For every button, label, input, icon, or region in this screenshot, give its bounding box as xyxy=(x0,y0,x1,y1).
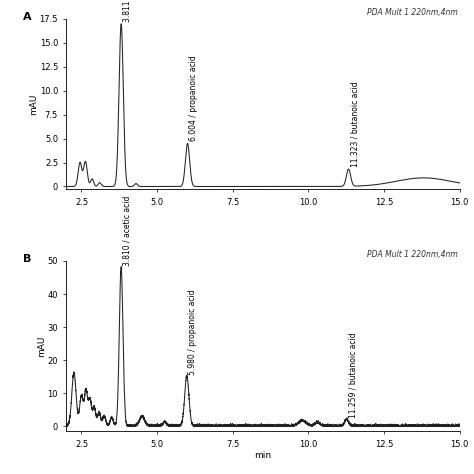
Text: 6.004 / propanoic acid: 6.004 / propanoic acid xyxy=(189,55,198,141)
Text: A: A xyxy=(23,12,32,22)
Text: 5.980 / propanoic acid: 5.980 / propanoic acid xyxy=(188,289,197,375)
Text: B: B xyxy=(23,254,31,264)
Y-axis label: mAU: mAU xyxy=(29,93,38,115)
Y-axis label: mAU: mAU xyxy=(37,336,46,357)
Text: 3.810 / acetic acid: 3.810 / acetic acid xyxy=(123,195,132,265)
Text: PDA Mult 1 220nm,4nm: PDA Mult 1 220nm,4nm xyxy=(367,8,458,17)
Text: 3.811 / acetic acid: 3.811 / acetic acid xyxy=(123,0,132,22)
X-axis label: min: min xyxy=(255,451,272,460)
Text: 11.323 / butanoic acid: 11.323 / butanoic acid xyxy=(350,82,359,167)
Text: 11.259 / butanoic acid: 11.259 / butanoic acid xyxy=(348,332,357,418)
Text: PDA Mult 1 220nm,4nm: PDA Mult 1 220nm,4nm xyxy=(367,250,458,259)
